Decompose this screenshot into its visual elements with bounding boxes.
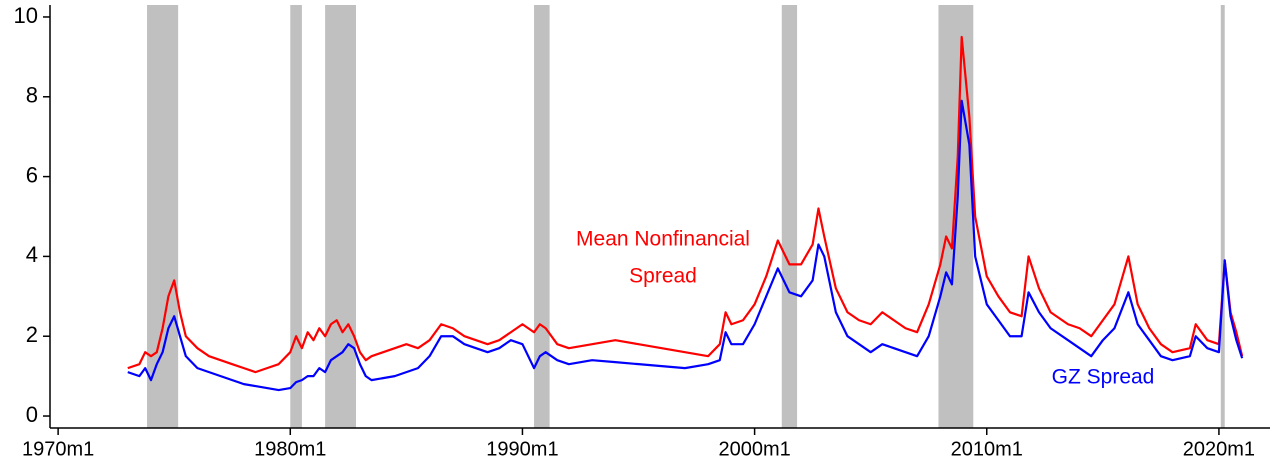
x-tick-label: 1980m1 — [254, 438, 326, 460]
x-tick-label: 2000m1 — [718, 438, 790, 460]
series-line — [127, 35, 1244, 374]
x-tick-label: 1970m1 — [22, 438, 94, 460]
x-tick-label: 2010m1 — [951, 438, 1023, 460]
recession-band — [325, 5, 356, 428]
y-tick-label: 4 — [26, 242, 38, 267]
series-line — [127, 99, 1244, 392]
recession-band — [147, 5, 179, 428]
annotation: Spread — [629, 265, 697, 288]
y-tick-label: 2 — [26, 322, 38, 347]
recession-band — [290, 5, 302, 428]
y-tick-label: 0 — [26, 402, 38, 427]
recession-band — [781, 5, 798, 428]
y-tick-label: 6 — [26, 162, 38, 187]
series-label: GZ Spread — [1052, 366, 1155, 389]
annotation: Mean Nonfinancial — [576, 228, 750, 251]
x-tick-label: 2020m1 — [1183, 438, 1255, 460]
x-tick-label: 1990m1 — [486, 438, 558, 460]
y-tick-label: 10 — [14, 3, 38, 28]
y-tick-label: 8 — [26, 83, 38, 108]
recession-band — [534, 5, 550, 428]
recession-band — [1220, 5, 1225, 428]
